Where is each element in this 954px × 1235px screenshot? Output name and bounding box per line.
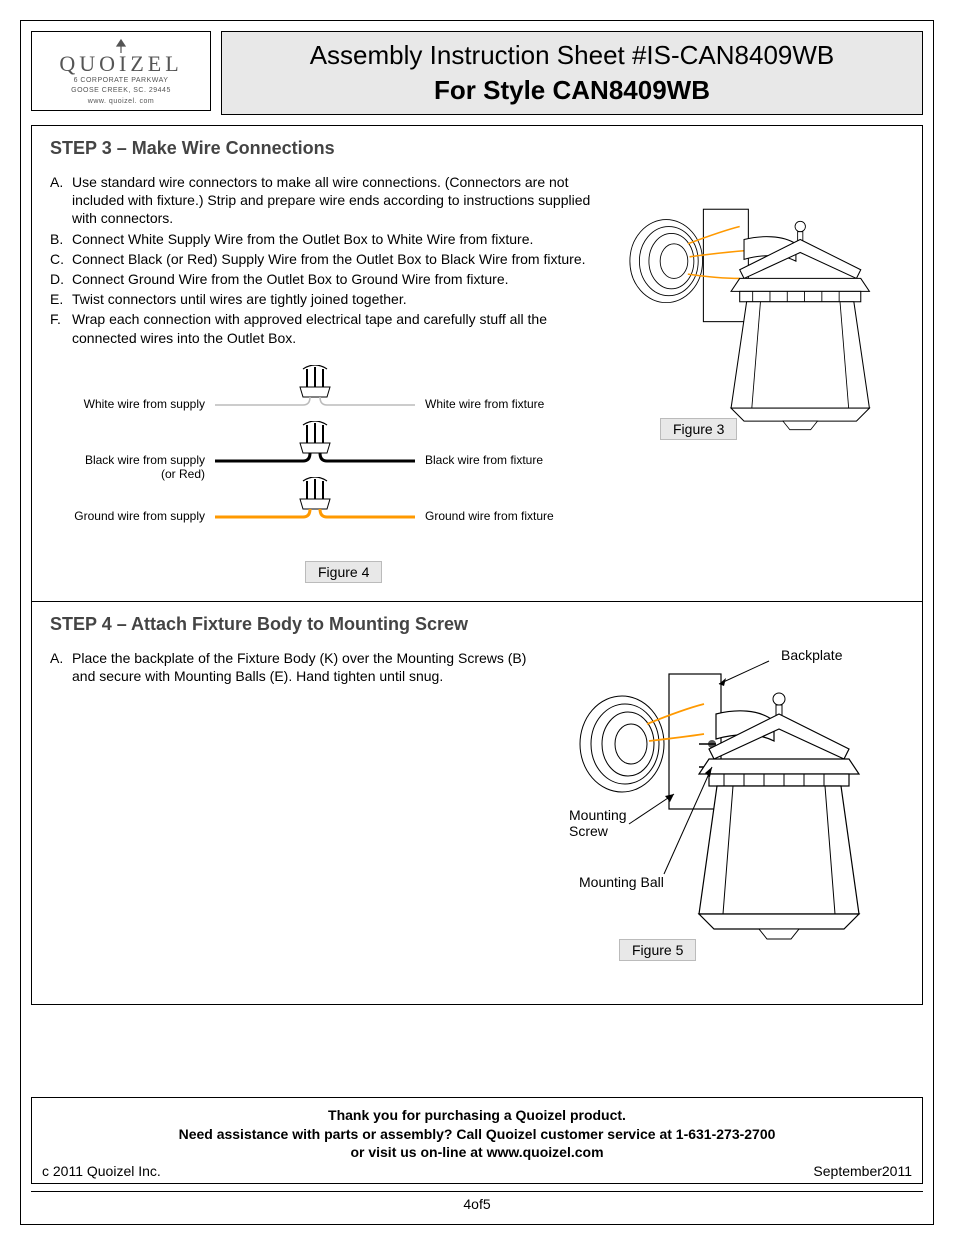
step4: STEP 4 – Attach Fixture Body to Mounting… <box>32 602 922 1004</box>
logo-addr3: www. quoizel. com <box>88 98 154 106</box>
figure5-caption: Figure 5 <box>619 939 696 961</box>
step4-item: A.Place the backplate of the Fixture Bod… <box>50 649 544 685</box>
figure4-caption: Figure 4 <box>305 561 382 583</box>
footer: Thank you for purchasing a Quoizel produ… <box>31 1097 923 1184</box>
step4-title: STEP 4 – Attach Fixture Body to Mounting… <box>50 614 904 635</box>
page-number: 4of5 <box>21 1196 933 1212</box>
wire-label-left: Ground wire from supply <box>50 477 215 523</box>
wire-label-right: Black wire from fixture <box>415 421 595 467</box>
footer-visit: or visit us on-line at www.quoizel.com <box>42 1143 912 1161</box>
wire-label-right: White wire from fixture <box>415 365 595 411</box>
page: QUOIZEL 6 CORPORATE PARKWAY GOOSE CREEK,… <box>0 0 954 1235</box>
logo-addr1: 6 CORPORATE PARKWAY <box>74 77 169 85</box>
figure3-svg <box>610 173 904 453</box>
wire-label-left: White wire from supply <box>50 365 215 411</box>
footer-copyright: c 2011 Quoizel Inc. <box>42 1163 161 1179</box>
wire-connector <box>215 477 415 533</box>
wire-label-left: Black wire from supply(or Red) <box>50 421 215 482</box>
step3-item: B.Connect White Supply Wire from the Out… <box>50 230 610 248</box>
footer-date: September2011 <box>813 1163 912 1179</box>
title-line1: Assembly Instruction Sheet #IS-CAN8409WB <box>232 40 912 71</box>
outer-border: QUOIZEL 6 CORPORATE PARKWAY GOOSE CREEK,… <box>20 20 934 1225</box>
step4-list: A.Place the backplate of the Fixture Bod… <box>50 649 544 685</box>
figure5: Backplate Mounting Screw Mounting Ball F… <box>544 649 904 974</box>
wire-row: White wire from supply White wire from f… <box>50 365 610 421</box>
steps-container: STEP 3 – Make Wire Connections A.Use sta… <box>31 125 923 1005</box>
wire-connector <box>215 365 415 421</box>
title-line2: For Style CAN8409WB <box>232 75 912 106</box>
logo-box: QUOIZEL 6 CORPORATE PARKWAY GOOSE CREEK,… <box>31 31 211 111</box>
footer-assist: Need assistance with parts or assembly? … <box>42 1125 912 1143</box>
figure3: Figure 3 <box>610 173 904 583</box>
logo-addr2: GOOSE CREEK, SC. 29445 <box>71 87 171 95</box>
step3-item: D.Connect Ground Wire from the Outlet Bo… <box>50 270 610 288</box>
step4-text: A.Place the backplate of the Fixture Bod… <box>50 649 544 974</box>
step3-item: A.Use standard wire connectors to make a… <box>50 173 610 228</box>
callout-mounting-screw: Mounting Screw <box>569 807 627 839</box>
figure4: White wire from supply White wire from f… <box>50 365 610 583</box>
step3-list: A.Use standard wire connectors to make a… <box>50 173 610 347</box>
step3-item: E.Twist connectors until wires are tight… <box>50 290 610 308</box>
title-box: Assembly Instruction Sheet #IS-CAN8409WB… <box>221 31 923 115</box>
step3-title: STEP 3 – Make Wire Connections <box>50 138 904 159</box>
wire-row: Black wire from supply(or Red) Black wir… <box>50 421 610 477</box>
figure3-caption: Figure 3 <box>660 418 737 440</box>
wire-label-right: Ground wire from fixture <box>415 477 595 523</box>
step3-item: C.Connect Black (or Red) Supply Wire fro… <box>50 250 610 268</box>
wire-row: Ground wire from supply Ground wire from… <box>50 477 610 533</box>
callout-backplate: Backplate <box>781 647 842 663</box>
step3-item: F.Wrap each connection with approved ele… <box>50 310 610 346</box>
logo-brand: QUOIZEL <box>59 53 182 75</box>
step3: STEP 3 – Make Wire Connections A.Use sta… <box>32 126 922 601</box>
callout-mounting-ball: Mounting Ball <box>579 874 664 890</box>
step3-text: A.Use standard wire connectors to make a… <box>50 173 610 583</box>
header: QUOIZEL 6 CORPORATE PARKWAY GOOSE CREEK,… <box>31 31 923 115</box>
footer-thanks: Thank you for purchasing a Quoizel produ… <box>42 1106 912 1124</box>
wire-connector <box>215 421 415 477</box>
